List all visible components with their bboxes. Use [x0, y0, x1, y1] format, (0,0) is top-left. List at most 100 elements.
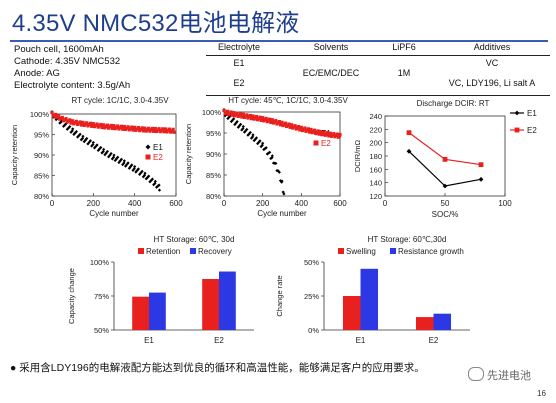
data-point [245, 113, 249, 117]
y-tick-label: 25% [304, 292, 319, 301]
y-tick-label: 220 [369, 125, 382, 134]
y-tick-label: 200 [369, 139, 382, 148]
legend-marker [514, 127, 520, 133]
data-point [270, 118, 274, 122]
data-point [112, 153, 116, 157]
data-point [328, 131, 332, 135]
data-point [232, 111, 236, 115]
data-point [239, 122, 243, 126]
y-tick-label: 180 [369, 152, 382, 161]
data-point [108, 153, 112, 157]
data-point [126, 161, 130, 165]
data-point [229, 119, 233, 124]
data-point [140, 169, 144, 173]
data-point [322, 130, 326, 134]
data-point [133, 165, 137, 169]
data-point [268, 150, 272, 154]
data-point [306, 127, 310, 131]
data-point [282, 192, 286, 196]
slide-title: 4.35V NMC532电池电解液 [12, 10, 300, 37]
data-point [143, 171, 147, 175]
data-point [109, 151, 113, 156]
data-point [299, 125, 303, 129]
data-point [249, 136, 254, 140]
legend-label: Resistance growth [398, 247, 464, 256]
data-point [258, 115, 262, 119]
legend-swatch [390, 248, 396, 254]
chart-svg: RT cycle: 1C/1C, 3.0-4.35V 80% 85% 90% 95% 10… [10, 96, 183, 218]
data-point [277, 119, 281, 124]
data-point [274, 119, 278, 123]
y-axis-label: DCIR/mΩ [353, 139, 362, 172]
data-point [78, 120, 82, 124]
data-point [130, 125, 134, 129]
data-point [116, 155, 120, 159]
y-tick-label: 85% [34, 172, 49, 181]
data-point [147, 174, 151, 178]
bar [360, 268, 379, 330]
series-line [408, 150, 482, 187]
data-point [290, 123, 294, 127]
data-point [161, 127, 165, 131]
data-point [50, 110, 54, 115]
data-point [478, 176, 484, 182]
y-tick-label: 50% [304, 258, 319, 267]
y-tick-label: 160 [369, 165, 382, 174]
legend-swatch [338, 248, 344, 254]
bar [433, 313, 452, 330]
y-tick-label: 90% [206, 150, 221, 159]
data-point [64, 122, 68, 126]
legend-label: E2 [321, 139, 331, 148]
data-point [241, 112, 245, 116]
chart-title: HT Storage: 60℃,30d [368, 235, 447, 244]
data-point [112, 124, 116, 128]
table-cell-additives: VC [485, 58, 499, 68]
data-point [99, 145, 103, 150]
x-tick-label: 100 [498, 199, 512, 208]
chart-svg: HT cycle: 45℃, 1C/1C, 3.0-4.35V 80% 85% 90%… [184, 96, 348, 218]
data-point [235, 120, 239, 124]
series-e2 [222, 108, 342, 139]
data-point [478, 162, 484, 168]
data-point [316, 129, 320, 133]
bar [149, 292, 166, 330]
data-point [147, 126, 151, 130]
data-point [99, 122, 103, 127]
table-bottom-rule [206, 95, 550, 96]
legend-marker [145, 144, 151, 150]
data-point [96, 148, 100, 152]
data-point [309, 127, 313, 132]
chart-title: RT cycle: 1C/1C, 3.0-4.35V [71, 96, 169, 105]
x-tick-label: E1 [356, 336, 366, 345]
table-cell-electrolyte: E2 [233, 78, 245, 88]
bar [132, 296, 149, 330]
y-axis-label: Change rate [275, 275, 284, 316]
legend-swatch [138, 248, 144, 254]
y-tick-label: 120 [369, 192, 382, 201]
data-point [254, 114, 259, 119]
data-point [138, 172, 142, 176]
y-tick-label: 80% [206, 192, 221, 201]
data-point [229, 110, 233, 114]
data-point [110, 157, 114, 161]
data-point [126, 125, 130, 129]
legend-swatch [190, 248, 196, 254]
data-point [105, 149, 109, 154]
y-tick-label: 95% [34, 131, 49, 140]
cell-info-line: Pouch cell, 1600mAh [14, 44, 104, 55]
data-point [245, 127, 249, 132]
series-e1 [406, 148, 484, 189]
y-tick-label: 75% [94, 292, 109, 301]
data-point [287, 122, 291, 126]
y-tick-label: 95% [206, 129, 221, 138]
table-header: Electrolyte Solvents LiPF6 Additives [206, 42, 550, 56]
data-point [157, 188, 162, 192]
table-cell-electrolyte: E1 [233, 58, 245, 68]
data-point [78, 132, 82, 136]
footnote-text: 采用含LDY196的电解液配方能达到优良的循环和高温性能，能够满足客户的应用要求… [19, 362, 425, 374]
x-tick-label: E2 [429, 336, 439, 345]
data-point [293, 124, 297, 128]
ht-cycle-chart: HT cycle: 45℃, 1C/1C, 3.0-4.35V 80% 85% 90%… [182, 94, 350, 226]
y-tick-label: 90% [34, 151, 49, 160]
data-point [251, 135, 255, 139]
